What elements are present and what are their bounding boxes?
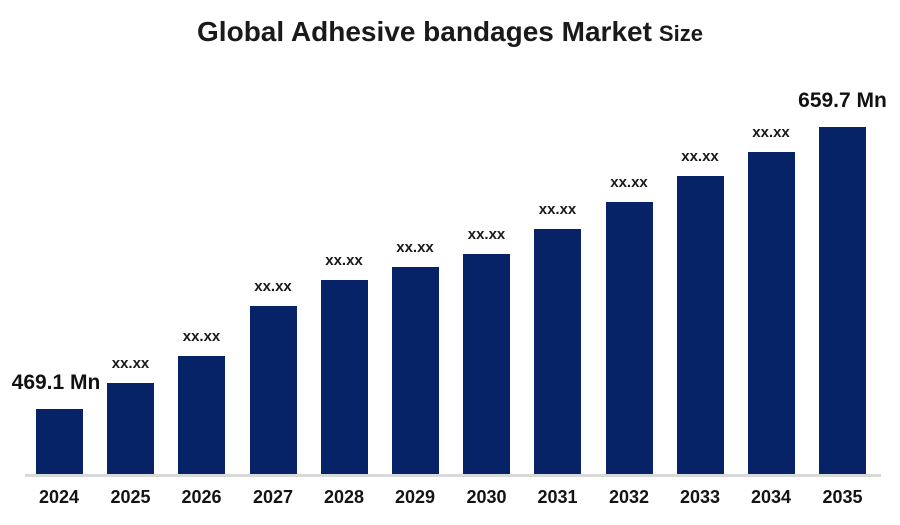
value-label-2031: xx.xx <box>538 201 577 218</box>
value-label-2026: xx.xx <box>182 328 221 345</box>
x-axis-tick-2030: 2030 <box>466 487 507 507</box>
x-axis-tick-2028: 2028 <box>323 487 365 507</box>
x-axis-tick-2026: 2026 <box>181 487 222 507</box>
bar-2028 <box>320 280 368 474</box>
x-axis-tick-2035: 2035 <box>822 487 863 507</box>
x-axis-tick-2034: 2034 <box>750 487 792 507</box>
value-label-2035: 659.7 Mn <box>798 89 887 112</box>
value-label-2027: xx.xx <box>254 278 292 295</box>
bar-2035 <box>819 127 866 474</box>
value-label-2025: xx.xx <box>111 355 150 372</box>
bar-2033 <box>676 176 724 474</box>
chart-title-main: Global Adhesive bandages Market <box>197 16 652 47</box>
x-axis-tick-2024: 2024 <box>38 487 80 507</box>
value-label-2024: 469.1 Mn <box>11 371 101 394</box>
x-axis-tick-2025: 2025 <box>110 487 151 507</box>
value-label-2034: xx.xx <box>752 124 790 141</box>
x-axis-line <box>25 474 881 477</box>
bar-2031 <box>534 229 581 474</box>
bar-2034 <box>747 152 795 474</box>
x-axis-tick-2033: 2033 <box>679 487 721 507</box>
x-axis-tick-2031: 2031 <box>537 487 578 507</box>
bar-2030 <box>463 254 510 474</box>
value-label-2029: xx.xx <box>396 239 434 256</box>
bar-2029 <box>391 267 439 474</box>
value-label-2030: xx.xx <box>467 226 506 243</box>
value-label-2033: xx.xx <box>681 148 719 165</box>
bar-2025 <box>107 383 154 474</box>
chart-title: Global Adhesive bandages Market Size <box>0 16 900 48</box>
bar-2026 <box>178 356 225 474</box>
x-axis-tick-2027: 2027 <box>252 487 294 507</box>
value-label-2032: xx.xx <box>610 174 648 191</box>
bar-2024 <box>35 409 83 474</box>
value-label-2028: xx.xx <box>325 252 363 269</box>
bar-2027 <box>249 306 297 474</box>
x-axis-tick-2032: 2032 <box>608 487 650 507</box>
bar-2032 <box>605 202 653 474</box>
chart-title-suffix: Size <box>658 21 703 46</box>
x-axis-tick-2029: 2029 <box>394 487 436 507</box>
